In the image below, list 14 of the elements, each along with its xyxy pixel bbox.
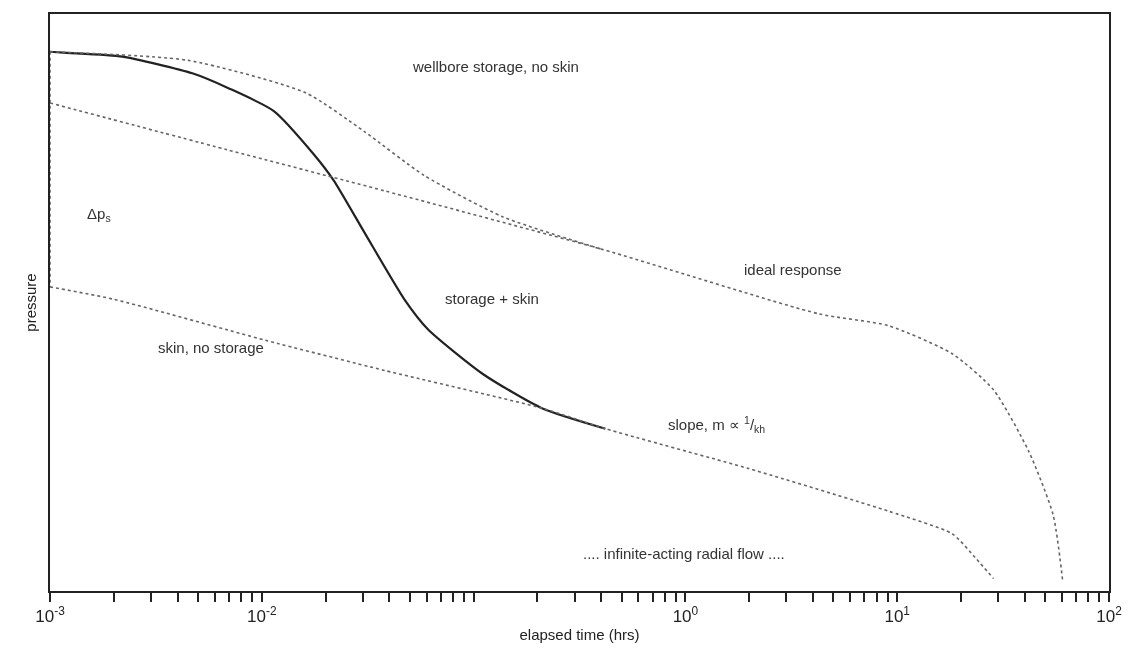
annotation: skin, no storage bbox=[158, 339, 264, 356]
x-tick-label: 10$^{0}$ bbox=[672, 604, 699, 627]
annotation: storage + skin bbox=[445, 290, 539, 307]
y-axis-title: pressure bbox=[21, 273, 39, 332]
annotation: Δp$_{s}$ bbox=[87, 205, 111, 225]
x-tick-label: 10$^{1}$ bbox=[884, 604, 911, 627]
annotation: .... infinite-acting radial flow .... bbox=[583, 545, 785, 562]
annotation: wellbore storage, no skin bbox=[412, 58, 579, 75]
x-axis-title: elapsed time (hrs) bbox=[519, 625, 640, 643]
x-tick-label: 10$^{-3}$ bbox=[35, 604, 66, 627]
x-tick-label: 10$^{-2}$ bbox=[247, 604, 277, 627]
annotation: ideal response bbox=[744, 261, 842, 278]
annotation: slope, m ∝ $^{1}$/$_{kh}$ bbox=[668, 414, 766, 436]
x-tick-label: 10$^{2}$ bbox=[1096, 604, 1123, 627]
